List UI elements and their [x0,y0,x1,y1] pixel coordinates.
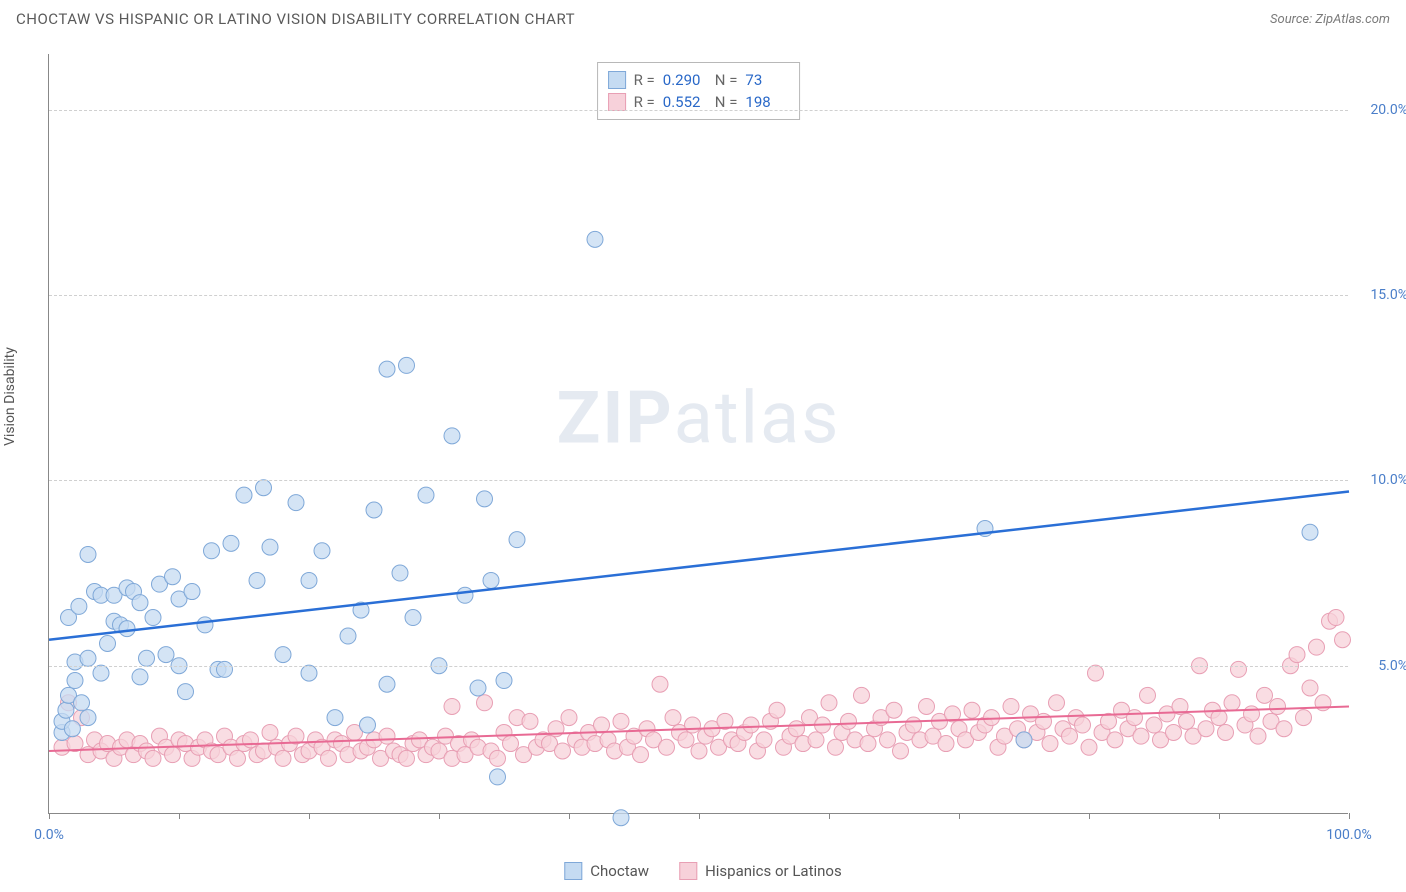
gridline [49,666,1348,667]
correlation-stats-box: R = 0.290 N = 73 R = 0.552 N = 198 [597,62,801,120]
stat-r-choctaw: 0.290 [663,71,707,89]
swatch-hispanic [608,93,626,111]
chart-plot-area: ZIPatlas R = 0.290 N = 73 R = 0.552 N = … [48,54,1348,814]
x-tick [439,813,440,819]
x-tick [699,813,700,819]
x-tick [179,813,180,819]
stat-n-hispanic: 198 [745,93,789,111]
stat-label: N = [715,93,738,111]
source-attribution: Source: ZipAtlas.com [1270,12,1390,27]
x-tick [569,813,570,819]
x-tick [1349,813,1350,819]
y-tick-label: 15.0% [1370,287,1406,303]
y-axis-label: Vision Disability [2,347,18,446]
x-tick [309,813,310,819]
gridline [49,110,1348,111]
x-tick [829,813,830,819]
legend-swatch-hispanic [679,862,697,880]
legend-swatch-choctaw [564,862,582,880]
y-tick-label: 10.0% [1370,472,1406,488]
x-tick [959,813,960,819]
bottom-legend: Choctaw Hispanics or Latinos [564,862,841,880]
stat-label: R = [634,71,655,89]
scatter-plot-svg [49,54,1348,813]
x-tick [49,813,50,819]
legend-item-hispanic: Hispanics or Latinos [679,862,842,880]
legend-item-choctaw: Choctaw [564,862,649,880]
legend-label-choctaw: Choctaw [590,862,649,880]
x-tick-label: 100.0% [1326,827,1371,843]
swatch-choctaw [608,71,626,89]
y-tick-label: 5.0% [1378,658,1406,674]
stat-label: R = [634,93,655,111]
x-tick-label: 0.0% [34,827,64,843]
stats-row-choctaw: R = 0.290 N = 73 [608,69,790,91]
gridline [49,480,1348,481]
stat-label: N = [715,71,738,89]
gridline [49,295,1348,296]
y-tick-label: 20.0% [1370,102,1406,118]
x-tick [1219,813,1220,819]
chart-title: CHOCTAW VS HISPANIC OR LATINO VISION DIS… [16,10,575,28]
stat-n-choctaw: 73 [745,71,789,89]
legend-label-hispanic: Hispanics or Latinos [705,862,842,880]
x-tick [1089,813,1090,819]
stat-r-hispanic: 0.552 [663,93,707,111]
